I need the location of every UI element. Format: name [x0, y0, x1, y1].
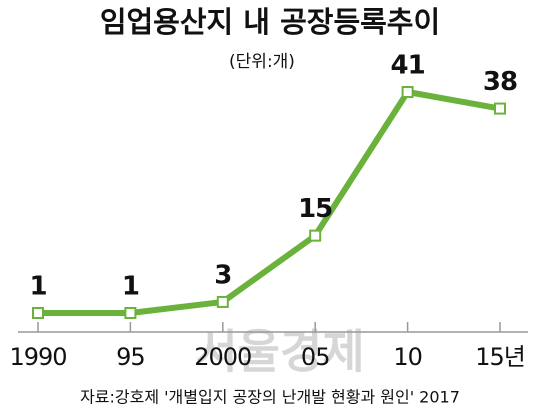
- data-label: 1: [122, 272, 139, 302]
- chart-title: 임업용산지 내 공장등록추이: [100, 5, 440, 39]
- data-label: 15: [298, 194, 332, 224]
- data-label: 1: [29, 272, 46, 302]
- x-tick-label: 2000: [194, 343, 251, 371]
- data-label: 41: [391, 51, 425, 81]
- x-tick-label: 10: [393, 343, 422, 371]
- x-tick-label: 95: [116, 343, 145, 371]
- data-label: 3: [214, 260, 231, 290]
- data-label: 38: [483, 67, 517, 97]
- line: [38, 89, 501, 316]
- source: 자료:강호제 '개별입지 공장의 난개발 현황과 원인' 2017: [80, 388, 460, 407]
- chart-subtitle: (단위:개): [229, 52, 295, 72]
- point: [401, 86, 414, 98]
- point: [216, 295, 229, 308]
- x-tick-label: 1990: [9, 343, 66, 371]
- point: [32, 307, 44, 319]
- x-tick-label: 15년: [475, 343, 525, 371]
- point: [494, 102, 506, 115]
- watermark: 서울경제: [195, 325, 364, 379]
- x-tick-label: 05: [301, 343, 330, 371]
- point: [124, 307, 137, 319]
- point: [309, 229, 322, 242]
